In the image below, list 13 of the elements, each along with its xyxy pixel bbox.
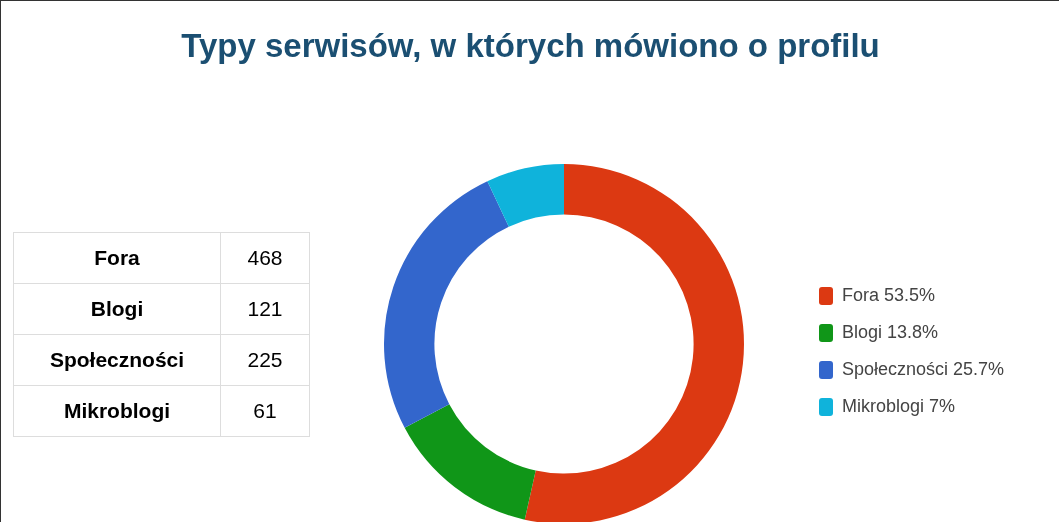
legend-label: Mikroblogi 7%: [842, 396, 956, 417]
legend-label: Społeczności 25.7%: [842, 359, 1005, 380]
data-label: 61: [220, 385, 310, 437]
data-label: 468: [220, 232, 310, 284]
legend-label: Blogi 13.8%: [842, 322, 939, 343]
category-label: Fora: [13, 232, 221, 284]
data-label: 121: [220, 283, 310, 335]
category-label: Społeczności: [13, 334, 221, 386]
category-label: Blogi: [13, 283, 221, 335]
legend-label: Fora 53.5%: [842, 285, 936, 306]
data-label: 225: [220, 334, 310, 386]
category-label: Mikroblogi: [13, 385, 221, 437]
chart-title: Typy serwisów, w których mówiono o profilu: [180, 27, 881, 65]
